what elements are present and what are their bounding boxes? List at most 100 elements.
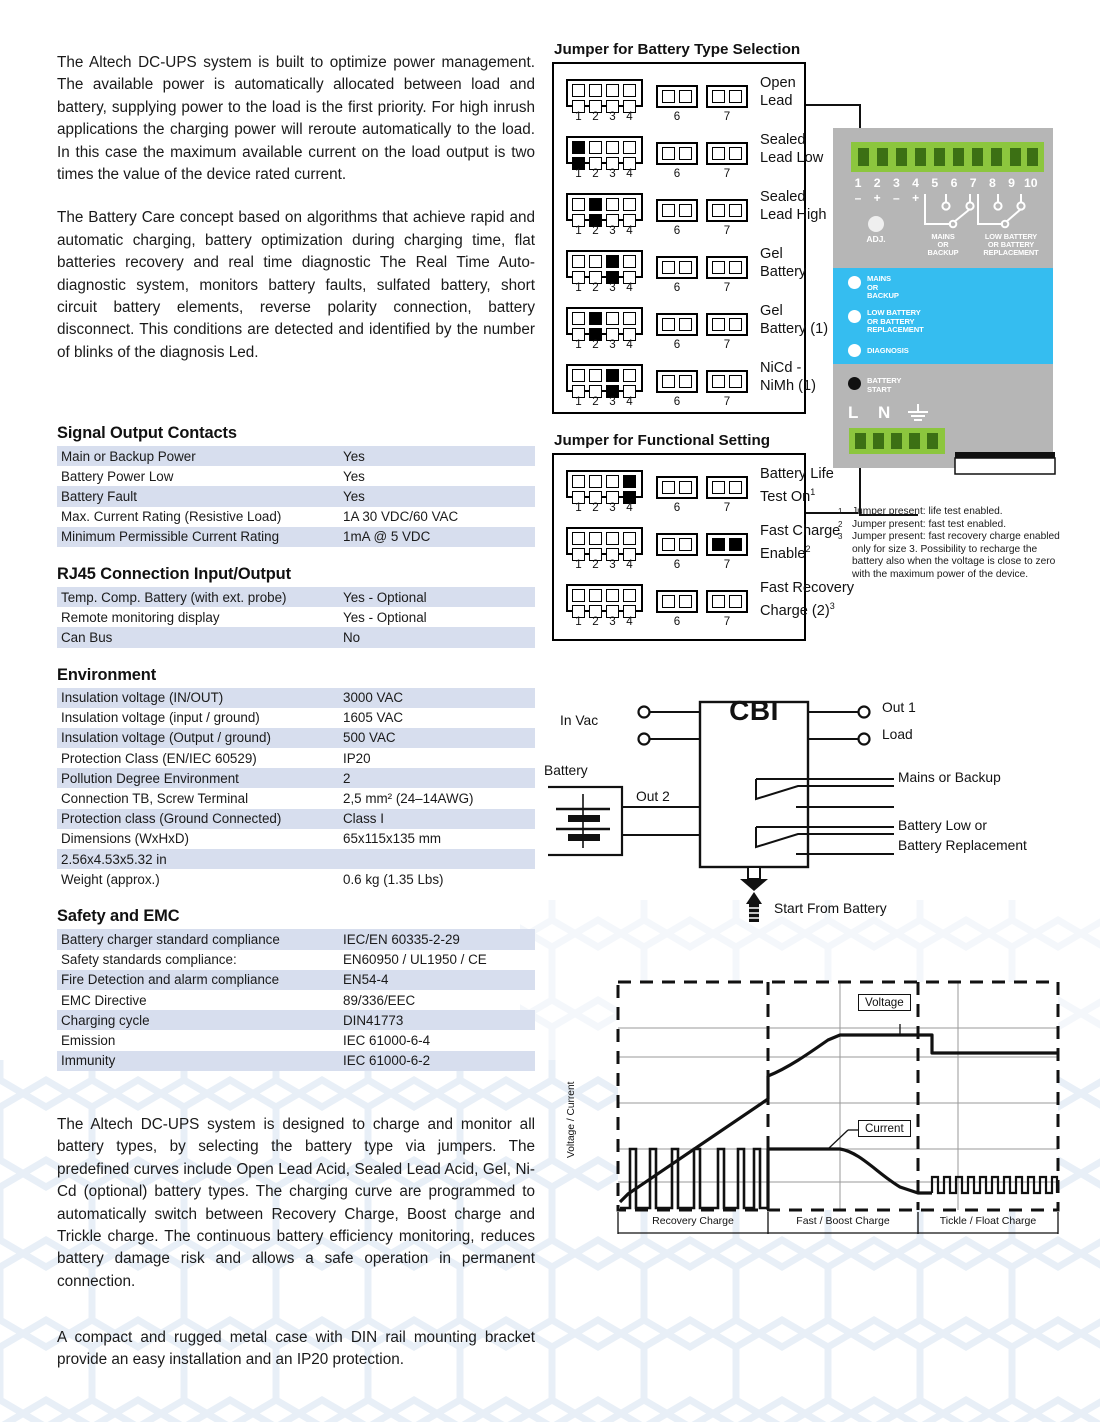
jumper-function-row-1-pin-4-2[interactable] [623,491,636,504]
jumper-battery-row-4-pin-1-1[interactable] [572,255,585,268]
jumper-function-row-3-pin-3-1[interactable] [606,589,619,602]
jumper-function-row-1-pin-3-2[interactable] [606,491,619,504]
jumper-battery-row-2-pin-3-2[interactable] [606,157,619,170]
jumper-battery-row-3-pin-4-2[interactable] [623,214,636,227]
jumper-battery-row-6-pin-4-2[interactable] [623,385,636,398]
jumper-battery-row-6-pin-1-2[interactable] [572,385,585,398]
jumper-function-row-2-pin-4-1[interactable] [623,532,636,545]
jumper-battery-row-2-pin-1-1[interactable] [572,141,585,154]
jumper-function-row-2-block7-pin-2[interactable] [729,538,742,551]
jumper-battery-row-6-block7-pin-2[interactable] [729,375,742,388]
jumper-battery-row-4-pin-3-1[interactable] [606,255,619,268]
jumper-battery-row-6-pin-3-2[interactable] [606,385,619,398]
jumper-battery-row-3-block7-pin-2[interactable] [729,204,742,217]
jumper-battery-row-2-pin-3-1[interactable] [606,141,619,154]
jumper-function-row-2-block7-pin-1[interactable] [712,538,725,551]
jumper-function-row-1-pin-2-1[interactable] [589,475,602,488]
jumper-function-row-1-block6-pin-1[interactable] [662,481,675,494]
jumper-battery-row-5-pin-2-1[interactable] [589,312,602,325]
jumper-function-row-1-block7-pin-1[interactable] [712,481,725,494]
jumper-battery-row-2-block6-pin-1[interactable] [662,147,675,160]
jumper-battery-row-4-block6-pin-1[interactable] [662,261,675,274]
jumper-function-row-1-pin-2-2[interactable] [589,491,602,504]
jumper-battery-row-2-pin-2-2[interactable] [589,157,602,170]
jumper-function-row-1-pin-1-2[interactable] [572,491,585,504]
jumper-function-row-2-block6-pin-1[interactable] [662,538,675,551]
jumper-battery-row-1-block7-pin-2[interactable] [729,90,742,103]
jumper-battery-row-1-block6-pin-2[interactable] [679,90,692,103]
jumper-battery-row-5-pin-2-2[interactable] [589,328,602,341]
jumper-battery-row-3-pin-3-1[interactable] [606,198,619,211]
jumper-function-row-1-block6-pin-2[interactable] [679,481,692,494]
jumper-function-row-3-pin-2-2[interactable] [589,605,602,618]
jumper-battery-row-4-pin-3-2[interactable] [606,271,619,284]
jumper-function-row-3-pin-1-1[interactable] [572,589,585,602]
jumper-battery-row-6-block6-pin-2[interactable] [679,375,692,388]
jumper-battery-row-6-pin-4-1[interactable] [623,369,636,382]
jumper-battery-row-5-block7-pin-1[interactable] [712,318,725,331]
jumper-battery-row-4-block6-pin-2[interactable] [679,261,692,274]
jumper-battery-row-4-pin-2-2[interactable] [589,271,602,284]
jumper-battery-row-6-pin-1-1[interactable] [572,369,585,382]
jumper-battery-row-2-block7-pin-1[interactable] [712,147,725,160]
jumper-function-row-3-pin-2-1[interactable] [589,589,602,602]
jumper-battery-row-5-pin-1-1[interactable] [572,312,585,325]
jumper-battery-row-6-block7-pin-1[interactable] [712,375,725,388]
jumper-function-row-2-pin-3-1[interactable] [606,532,619,545]
jumper-battery-row-3-block6-pin-2[interactable] [679,204,692,217]
jumper-battery-row-3-pin-1-2[interactable] [572,214,585,227]
jumper-battery-row-1-pin-2-1[interactable] [589,84,602,97]
jumper-battery-row-2-pin-4-1[interactable] [623,141,636,154]
jumper-battery-row-2-pin-2-1[interactable] [589,141,602,154]
jumper-battery-row-4-block7-pin-2[interactable] [729,261,742,274]
jumper-battery-row-3-pin-1-1[interactable] [572,198,585,211]
jumper-function-row-1-pin-1-1[interactable] [572,475,585,488]
jumper-battery-row-1-pin-4-1[interactable] [623,84,636,97]
jumper-battery-row-4-block7-pin-1[interactable] [712,261,725,274]
jumper-battery-row-2-block7-pin-2[interactable] [729,147,742,160]
jumper-function-row-3-pin-4-2[interactable] [623,605,636,618]
jumper-function-row-2-pin-4-2[interactable] [623,548,636,561]
jumper-battery-row-3-block6-pin-1[interactable] [662,204,675,217]
jumper-battery-row-2-pin-4-2[interactable] [623,157,636,170]
jumper-battery-row-5-block7-pin-2[interactable] [729,318,742,331]
jumper-function-row-3-pin-1-2[interactable] [572,605,585,618]
jumper-battery-row-6-pin-2-1[interactable] [589,369,602,382]
jumper-function-row-3-block6-pin-1[interactable] [662,595,675,608]
jumper-battery-row-5-pin-3-2[interactable] [606,328,619,341]
jumper-battery-row-5-pin-4-1[interactable] [623,312,636,325]
jumper-battery-row-6-pin-2-2[interactable] [589,385,602,398]
jumper-function-row-2-block6-pin-2[interactable] [679,538,692,551]
jumper-battery-row-3-pin-2-1[interactable] [589,198,602,211]
jumper-function-row-3-pin-3-2[interactable] [606,605,619,618]
jumper-battery-row-2-block6-pin-2[interactable] [679,147,692,160]
jumper-battery-row-1-pin-4-2[interactable] [623,100,636,113]
jumper-battery-row-1-pin-1-1[interactable] [572,84,585,97]
jumper-battery-row-5-pin-3-1[interactable] [606,312,619,325]
jumper-battery-row-4-pin-4-1[interactable] [623,255,636,268]
jumper-battery-row-3-pin-2-2[interactable] [589,214,602,227]
jumper-function-row-2-pin-2-1[interactable] [589,532,602,545]
jumper-function-row-2-pin-1-2[interactable] [572,548,585,561]
jumper-battery-row-6-block6-pin-1[interactable] [662,375,675,388]
jumper-battery-row-4-pin-4-2[interactable] [623,271,636,284]
jumper-function-row-2-pin-1-1[interactable] [572,532,585,545]
jumper-battery-row-1-pin-2-2[interactable] [589,100,602,113]
jumper-battery-row-4-pin-2-1[interactable] [589,255,602,268]
jumper-function-row-1-pin-3-1[interactable] [606,475,619,488]
jumper-function-row-2-pin-2-2[interactable] [589,548,602,561]
jumper-function-row-3-block7-pin-2[interactable] [729,595,742,608]
jumper-function-row-3-pin-4-1[interactable] [623,589,636,602]
jumper-battery-row-1-pin-3-1[interactable] [606,84,619,97]
jumper-function-row-3-block6-pin-2[interactable] [679,595,692,608]
jumper-battery-row-5-block6-pin-2[interactable] [679,318,692,331]
jumper-battery-row-3-pin-3-2[interactable] [606,214,619,227]
jumper-battery-row-3-pin-4-1[interactable] [623,198,636,211]
jumper-function-row-3-block7-pin-1[interactable] [712,595,725,608]
jumper-battery-row-5-pin-1-2[interactable] [572,328,585,341]
jumper-battery-row-5-pin-4-2[interactable] [623,328,636,341]
jumper-function-row-1-pin-4-1[interactable] [623,475,636,488]
battery-start-button[interactable] [848,377,861,390]
jumper-battery-row-5-block6-pin-1[interactable] [662,318,675,331]
jumper-function-row-2-pin-3-2[interactable] [606,548,619,561]
